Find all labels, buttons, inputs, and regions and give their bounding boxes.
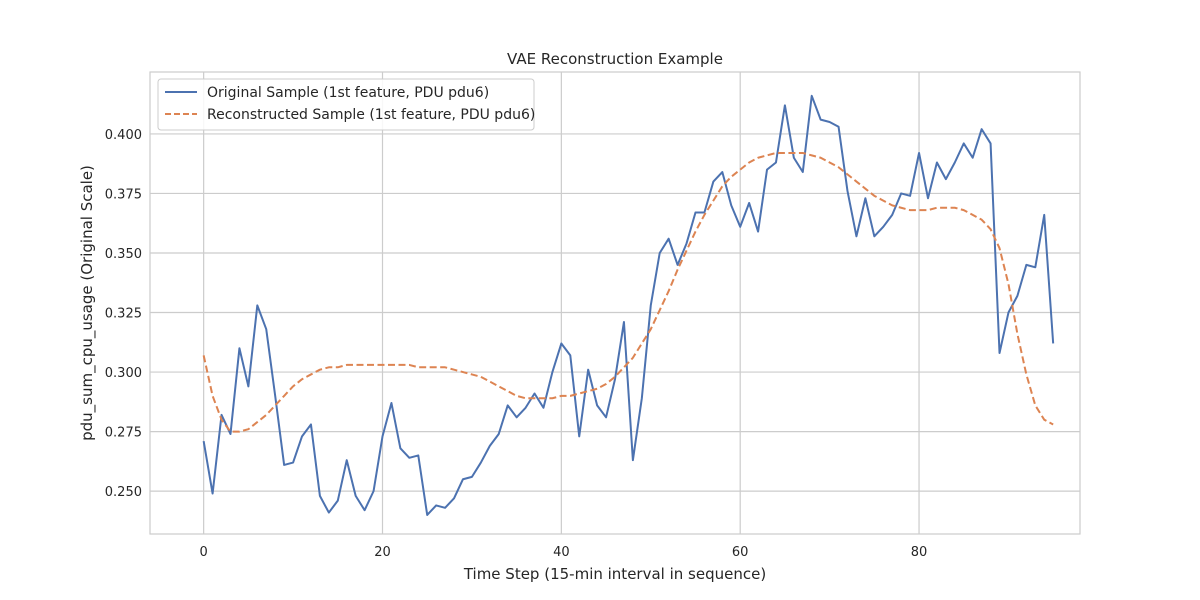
legend: Original Sample (1st feature, PDU pdu6) …	[157, 78, 535, 131]
grid-lines	[150, 72, 1080, 534]
y-tick-label: 0.250	[105, 485, 142, 500]
plot-area	[150, 72, 1080, 534]
y-tick-label: 0.300	[105, 366, 142, 381]
x-tick-label: 40	[553, 545, 570, 560]
series-line-original	[202, 94, 1055, 516]
x-tick-label: 60	[732, 545, 749, 560]
x-tick-label: 80	[911, 545, 928, 560]
y-tick-label: 0.325	[105, 307, 142, 322]
tick-labels: 0 20 40 60 80 0.250 0.275 0.300 0.325 0.350 0.375 0…	[105, 128, 928, 560]
y-tick-label: 0.375	[105, 187, 142, 202]
chart-title: VAE Reconstruction Example	[507, 50, 723, 68]
plot-frame	[149, 71, 1081, 535]
legend-label-original: Original Sample (1st feature, PDU pdu6)	[207, 85, 489, 101]
legend-box	[157, 78, 535, 131]
y-tick-label: 0.275	[105, 426, 142, 441]
series-layer	[202, 94, 1055, 516]
y-tick-label: 0.350	[105, 247, 142, 262]
x-axis-label: Time Step (15-min interval in sequence)	[463, 565, 766, 583]
y-tick-label: 0.400	[105, 128, 142, 143]
x-tick-label: 0	[200, 545, 208, 560]
y-axis-label: pdu_sum_cpu_usage (Original Scale)	[78, 165, 97, 441]
x-tick-label: 20	[374, 545, 391, 560]
series-line-reconstructed	[202, 151, 1054, 433]
legend-label-reconstructed: Reconstructed Sample (1st feature, PDU p…	[207, 107, 535, 123]
